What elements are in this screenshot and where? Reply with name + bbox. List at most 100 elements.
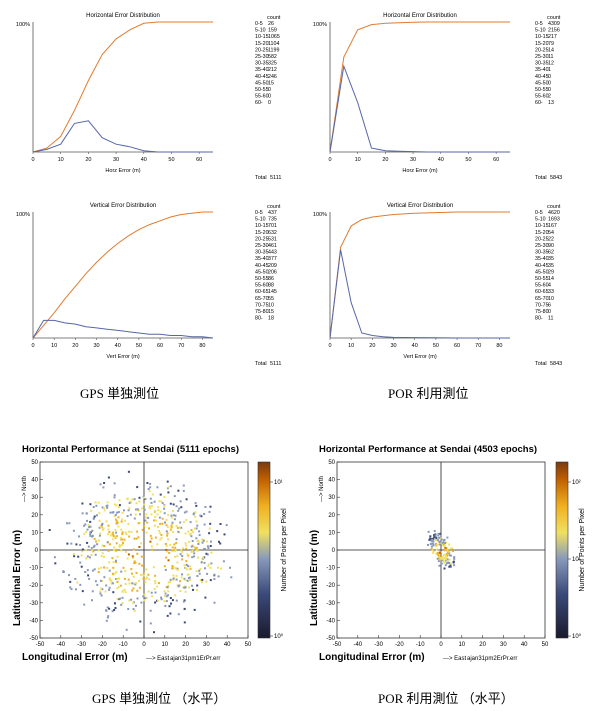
scatter-point xyxy=(95,504,98,507)
scatter-point xyxy=(198,530,201,533)
scatter-point xyxy=(185,560,188,563)
scatter-point xyxy=(136,552,139,555)
scatter-point xyxy=(111,538,114,541)
scatter-point xyxy=(199,579,202,582)
scatter-point xyxy=(120,570,123,573)
scatter-point xyxy=(112,531,114,534)
scatter-point xyxy=(113,496,116,499)
scatter-point xyxy=(154,579,157,582)
scatter-point xyxy=(117,586,120,589)
scatter-point xyxy=(167,491,170,494)
scatter-point xyxy=(107,524,110,527)
table-range: 55-60 xyxy=(535,283,549,289)
table-range: 60- xyxy=(535,100,543,106)
scatter-point xyxy=(133,517,136,520)
x-tick-label: 10 xyxy=(51,343,57,349)
scatter-point xyxy=(75,543,78,546)
scatter-point xyxy=(115,521,118,524)
table-count: 15 xyxy=(268,80,274,86)
scatter-point xyxy=(88,526,91,529)
scatter-point xyxy=(140,574,142,576)
y-tick-label: 100% xyxy=(16,212,30,218)
scatter-point xyxy=(141,507,144,510)
scatter-point xyxy=(158,532,161,535)
table-range: 10-15 xyxy=(255,223,269,229)
scatter-point xyxy=(183,577,186,580)
scatter-point xyxy=(185,544,188,547)
colorbar-tick-label: 10¹ xyxy=(274,480,283,486)
scatter-point xyxy=(170,524,173,527)
scatter-point xyxy=(112,591,115,594)
scatter-point xyxy=(70,588,73,591)
colorbar-tick-label: 10² xyxy=(572,480,581,486)
table-range: 35-40 xyxy=(535,67,549,73)
scatter-point xyxy=(72,529,75,532)
scatter-point xyxy=(103,545,106,547)
scatter-point xyxy=(430,545,433,548)
scatter-point xyxy=(191,549,194,552)
scatter-point xyxy=(135,604,137,607)
scatter-point xyxy=(116,511,119,514)
scatter-point xyxy=(185,510,188,513)
scatter-point xyxy=(180,526,183,529)
scatter-point xyxy=(164,595,167,597)
scatter-point xyxy=(174,567,177,570)
scatter-point xyxy=(435,552,438,555)
scatter-point xyxy=(137,536,140,539)
scatter-point xyxy=(68,522,71,525)
table-range: 30-35 xyxy=(535,250,549,256)
scatter-point xyxy=(119,597,121,600)
scatter-point xyxy=(83,532,86,535)
scatter-point xyxy=(182,521,185,524)
scatter-point xyxy=(161,502,164,505)
table-range: 30-35 xyxy=(255,61,269,67)
table-count: 4620 xyxy=(548,210,560,216)
scatter-point xyxy=(194,511,197,514)
y-tick-label: 0 xyxy=(332,548,336,554)
scatter-point xyxy=(196,539,199,542)
x-tick-label: -20 xyxy=(98,642,107,648)
scatter-point xyxy=(144,498,147,501)
scatter-point xyxy=(89,534,92,537)
scatter-point xyxy=(156,599,159,602)
x-tick-label: 60 xyxy=(454,343,460,349)
scatter-point xyxy=(151,548,154,551)
scatter-point xyxy=(447,550,450,553)
caption-top-right: POR 利用測位 xyxy=(388,386,469,401)
scatter-point xyxy=(123,588,126,591)
scatter-point xyxy=(151,505,153,508)
table-count: 35 xyxy=(548,263,554,269)
scatter-point xyxy=(154,574,157,577)
scatter-point xyxy=(202,556,205,559)
x-tick-label: -30 xyxy=(374,642,383,648)
scatter-point xyxy=(191,556,194,559)
scatter-point xyxy=(89,503,92,506)
scatter-point xyxy=(219,542,222,545)
x-tick-label: 10 xyxy=(348,343,354,349)
scatter-point xyxy=(185,563,188,566)
scatter-point xyxy=(143,599,146,602)
scatter-point xyxy=(444,564,447,567)
scatter-point xyxy=(88,556,91,559)
scatter-point xyxy=(105,520,108,523)
cumulative-line xyxy=(32,211,213,339)
x-tick-label: 0 xyxy=(31,157,34,163)
scatter-point xyxy=(440,562,443,565)
scatter-point xyxy=(91,590,94,593)
scatter-point xyxy=(103,509,106,512)
scatter-point xyxy=(132,556,135,559)
table-count: 0 xyxy=(548,74,551,80)
scatter-point xyxy=(154,515,157,518)
scatter-point xyxy=(107,615,110,618)
scatter-point xyxy=(98,512,101,515)
scatter-point xyxy=(110,533,113,536)
y-tick-label: 40 xyxy=(328,478,335,484)
scatter-point xyxy=(106,506,109,509)
scatter-point xyxy=(114,607,117,609)
scatter-point xyxy=(100,524,103,526)
scatter-point xyxy=(91,548,94,551)
scatter-point xyxy=(435,544,438,547)
y-tick-label: -20 xyxy=(326,583,335,589)
scatter-point xyxy=(156,513,159,516)
scatter-point xyxy=(427,530,430,533)
